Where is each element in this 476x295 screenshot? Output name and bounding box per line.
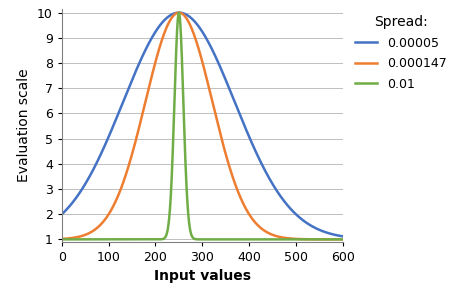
0.000147: [91, 229, 97, 232]
0.01: [176, 11, 182, 14]
0.000147: [167, 19, 172, 23]
0.00005: [335, 234, 340, 237]
0.01: [335, 237, 340, 241]
0.000147: [59, 237, 65, 241]
Y-axis label: Evaluation scale: Evaluation scale: [18, 68, 31, 182]
0.000147: [176, 11, 182, 14]
0.000147: [108, 209, 113, 213]
0.01: [340, 237, 346, 241]
0.00005: [304, 222, 310, 225]
Line: 0.01: 0.01: [62, 13, 343, 239]
0.01: [59, 237, 65, 241]
0.00005: [179, 11, 185, 15]
0.00005: [340, 235, 346, 238]
0.00005: [108, 130, 113, 134]
0.000147: [304, 237, 310, 241]
X-axis label: Input values: Input values: [154, 270, 251, 283]
Legend: 0.00005, 0.000147, 0.01: 0.00005, 0.000147, 0.01: [355, 15, 447, 91]
0.01: [108, 237, 113, 241]
0.01: [91, 237, 97, 241]
0.01: [179, 55, 185, 59]
Line: 0.000147: 0.000147: [62, 13, 343, 239]
0.01: [167, 212, 172, 216]
Line: 0.00005: 0.00005: [62, 13, 343, 236]
0.01: [304, 237, 310, 241]
0.00005: [59, 212, 65, 216]
0.00005: [167, 14, 172, 17]
0.000147: [335, 237, 340, 241]
0.000147: [340, 237, 346, 241]
0.00005: [176, 11, 182, 14]
0.000147: [179, 12, 185, 15]
0.00005: [91, 167, 97, 170]
